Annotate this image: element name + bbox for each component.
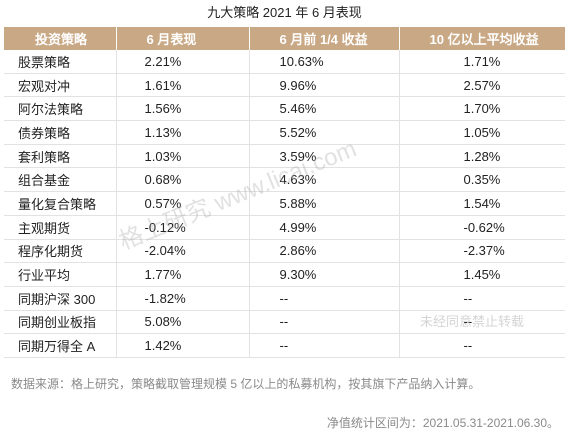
june-return-cell: -0.12% xyxy=(116,215,250,240)
large-fund-avg-cell: 1.05% xyxy=(399,120,565,145)
june-return-cell: 1.03% xyxy=(116,144,250,169)
top-quartile-cell: 5.88% xyxy=(249,191,400,216)
june-return-cell: -2.04% xyxy=(116,239,250,264)
top-quartile-cell: -- xyxy=(249,310,400,335)
top-quartile-cell: 10.63% xyxy=(249,50,400,74)
large-fund-avg-cell: -- xyxy=(399,333,565,358)
large-fund-avg-cell: 1.70% xyxy=(399,96,565,122)
top-quartile-cell: 4.99% xyxy=(249,215,400,240)
large-fund-avg-cell: 2.57% xyxy=(399,73,565,98)
june-return-cell: 1.13% xyxy=(116,120,250,145)
large-fund-avg-cell: -0.62% xyxy=(399,215,565,240)
strategy-cell: 阿尔法策略 xyxy=(4,96,117,122)
june-return-cell: 5.08% xyxy=(116,310,250,335)
large-fund-avg-cell: -- xyxy=(399,310,565,335)
june-return-cell: 1.42% xyxy=(116,333,250,358)
june-return-cell: -1.82% xyxy=(116,286,250,311)
table-row: 宏观对冲 1.61% 9.96% 2.57% xyxy=(4,73,565,98)
large-fund-avg-cell: 1.45% xyxy=(399,262,565,287)
header-strategy: 投资策略 xyxy=(4,27,117,50)
top-quartile-cell: 5.52% xyxy=(249,120,400,145)
june-return-cell: 0.57% xyxy=(116,191,250,216)
strategy-cell: 宏观对冲 xyxy=(4,73,117,98)
header-large-fund-average: 10 亿以上平均收益 xyxy=(399,27,565,50)
strategy-cell: 同期万得全 A xyxy=(4,333,117,358)
table-row: 阿尔法策略 1.56% 5.46% 1.70% xyxy=(4,96,565,122)
table-header-row: 投资策略 6 月表现 6 月前 1/4 收益 10 亿以上平均收益 xyxy=(4,27,565,50)
table-row: 程序化期货 -2.04% 2.86% -2.37% xyxy=(4,239,565,264)
table-row: 组合基金 0.68% 4.63% 0.35% xyxy=(4,167,565,193)
strategy-cell: 组合基金 xyxy=(4,167,117,193)
large-fund-avg-cell: 1.71% xyxy=(399,50,565,74)
june-return-cell: 1.77% xyxy=(116,262,250,287)
strategy-cell: 套利策略 xyxy=(4,144,117,169)
top-quartile-cell: 2.86% xyxy=(249,239,400,264)
header-top-quartile-return: 6 月前 1/4 收益 xyxy=(249,27,400,50)
strategy-performance-table: 投资策略 6 月表现 6 月前 1/4 收益 10 亿以上平均收益 股票策略 2.… xyxy=(4,27,565,358)
top-quartile-cell: -- xyxy=(249,286,400,311)
strategy-cell: 程序化期货 xyxy=(4,239,117,264)
large-fund-avg-cell: 0.35% xyxy=(399,167,565,193)
table-row: 股票策略 2.21% 10.63% 1.71% xyxy=(4,50,565,74)
strategy-cell: 债券策略 xyxy=(4,120,117,145)
june-return-cell: 1.61% xyxy=(116,73,250,98)
top-quartile-cell: -- xyxy=(249,333,400,358)
june-return-cell: 2.21% xyxy=(116,50,250,74)
large-fund-avg-cell: -- xyxy=(399,286,565,311)
table-row: 同期沪深 300 -1.82% -- -- xyxy=(4,286,565,311)
strategy-cell: 同期沪深 300 xyxy=(4,286,117,311)
large-fund-avg-cell: 1.54% xyxy=(399,191,565,216)
table-row: 主观期货 -0.12% 4.99% -0.62% xyxy=(4,215,565,240)
strategy-cell: 同期创业板指 xyxy=(4,310,117,335)
strategy-cell: 主观期货 xyxy=(4,215,117,240)
june-return-cell: 1.56% xyxy=(116,96,250,122)
june-return-cell: 0.68% xyxy=(116,167,250,193)
period-footnote: 净值统计区间为：2021.05.31-2021.06.30。 xyxy=(326,416,559,430)
top-quartile-cell: 4.63% xyxy=(249,167,400,193)
top-quartile-cell: 3.59% xyxy=(249,144,400,169)
table-row: 套利策略 1.03% 3.59% 1.28% xyxy=(4,144,565,169)
large-fund-avg-cell: 1.28% xyxy=(399,144,565,169)
strategy-cell: 行业平均 xyxy=(4,262,117,287)
table-row: 同期万得全 A 1.42% -- -- xyxy=(4,333,565,358)
table-row: 行业平均 1.77% 9.30% 1.45% xyxy=(4,262,565,287)
table-row: 量化复合策略 0.57% 5.88% 1.54% xyxy=(4,191,565,216)
strategy-cell: 股票策略 xyxy=(4,50,117,74)
header-june-performance: 6 月表现 xyxy=(116,27,250,50)
table-row: 同期创业板指 5.08% -- -- xyxy=(4,310,565,335)
source-footnote: 数据来源：格上研究，策略截取管理规模 5 亿以上的私募机构，按其旗下产品纳入计算… xyxy=(11,377,481,391)
table-row: 债券策略 1.13% 5.52% 1.05% xyxy=(4,120,565,145)
top-quartile-cell: 5.46% xyxy=(249,96,400,122)
table-title: 九大策略 2021 年 6 月表现 xyxy=(207,5,362,20)
top-quartile-cell: 9.96% xyxy=(249,73,400,98)
large-fund-avg-cell: -2.37% xyxy=(399,239,565,264)
top-quartile-cell: 9.30% xyxy=(249,262,400,287)
strategy-cell: 量化复合策略 xyxy=(4,191,117,216)
